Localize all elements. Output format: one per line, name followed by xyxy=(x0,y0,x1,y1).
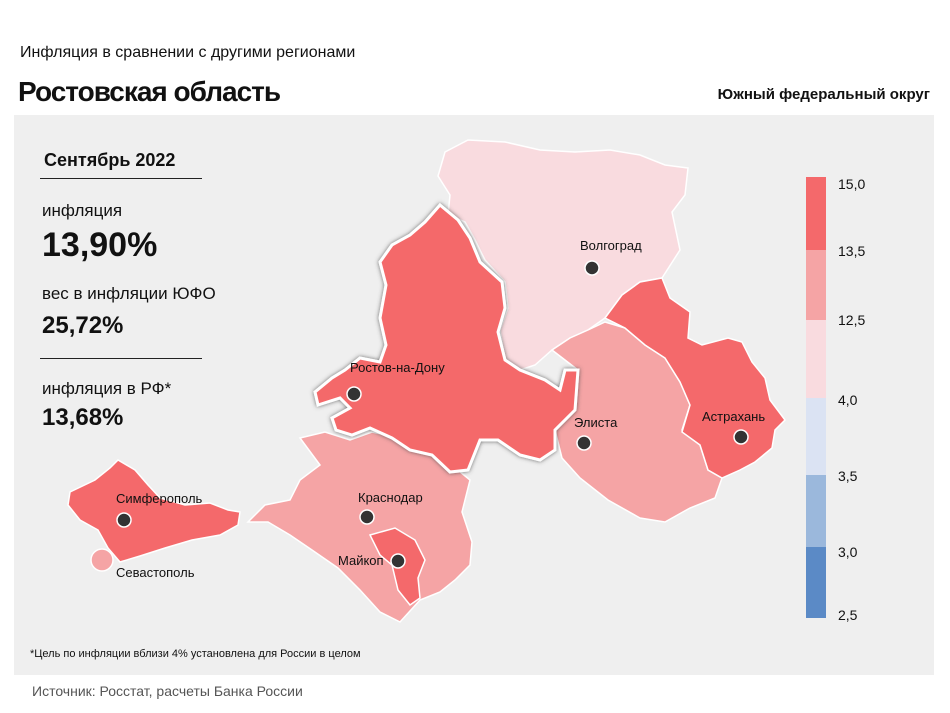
legend-tick-12_5: 12,5 xyxy=(838,312,865,328)
source-note: Источник: Росстат, расчеты Банка России xyxy=(32,683,303,699)
legend-band-3-3_5 xyxy=(806,475,826,547)
page-title: Ростовская область xyxy=(18,76,281,107)
city-dot-maikop[interactable] xyxy=(390,553,406,569)
divider-bottom xyxy=(40,358,202,359)
city-dot-simferopol[interactable] xyxy=(116,512,132,528)
legend-tick-3: 3,0 xyxy=(838,544,858,560)
city-dot-volgograd[interactable] xyxy=(584,260,600,276)
weight-value: 25,72% xyxy=(42,312,124,339)
divider-top xyxy=(40,178,202,179)
city-dot-elista[interactable] xyxy=(576,435,592,451)
district-label: Южный федеральный округ xyxy=(717,86,930,103)
city-dot-rostov[interactable] xyxy=(346,386,362,402)
region-crimea[interactable] xyxy=(67,459,241,563)
weight-label: вес в инфляции ЮФО xyxy=(42,284,216,303)
footnote: *Цель по инфляции вблизи 4% установлена … xyxy=(30,648,361,660)
region-rostov[interactable] xyxy=(313,202,580,474)
legend-band-3_5-4 xyxy=(806,398,826,475)
city-label-sevastopol: Севастополь xyxy=(116,565,195,580)
period-label: Сентябрь 2022 xyxy=(44,150,176,170)
legend-band-2_5-3 xyxy=(806,547,826,618)
legend-tick-4: 4,0 xyxy=(838,392,858,408)
legend-band-4-12_5 xyxy=(806,320,826,398)
city-label-volgograd: Волгоград xyxy=(580,238,642,253)
legend-tick-15: 15,0 xyxy=(838,176,865,192)
inflation-label: инфляция xyxy=(42,201,123,220)
city-dot-astrakhan[interactable] xyxy=(733,429,749,445)
city-label-rostov: Ростов-на-Дону xyxy=(350,360,445,375)
rf-inflation-label: инфляция в РФ* xyxy=(42,379,172,398)
region-volgograd[interactable] xyxy=(437,139,689,371)
city-label-maikop: Майкоп xyxy=(338,553,384,568)
inflation-value: 13,90% xyxy=(42,226,158,264)
city-label-krasnodar: Краснодар xyxy=(358,490,423,505)
city-dot-krasnodar[interactable] xyxy=(359,509,375,525)
legend-tick-13_5: 13,5 xyxy=(838,243,865,259)
color-legend xyxy=(806,177,826,618)
region-astrakhan[interactable] xyxy=(603,277,786,479)
city-label-simferopol: Симферополь xyxy=(116,491,203,506)
legend-band-12_5-13_5 xyxy=(806,250,826,320)
region-sevastopol[interactable] xyxy=(90,548,114,572)
chart-subtitle: Инфляция в сравнении с другими регионами xyxy=(20,44,356,61)
legend-tick-3_5: 3,5 xyxy=(838,468,858,484)
legend-tick-2_5: 2,5 xyxy=(838,607,858,623)
city-label-elista: Элиста xyxy=(574,415,618,430)
city-markers xyxy=(116,260,749,569)
city-label-astrakhan: Астрахань xyxy=(702,409,765,424)
legend-band-13_5-15 xyxy=(806,177,826,250)
rf-inflation-value: 13,68% xyxy=(42,404,124,431)
